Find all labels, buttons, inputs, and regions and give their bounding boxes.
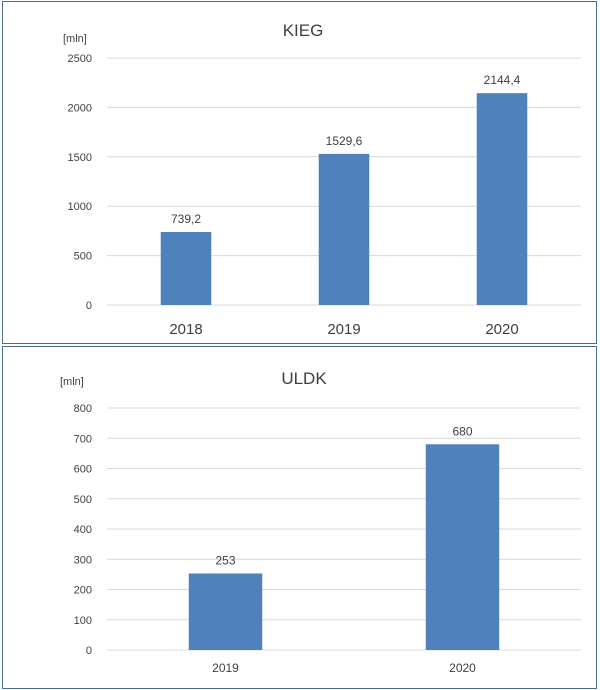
bar-2019 [318, 153, 370, 305]
y-tick-label: 300 [74, 554, 92, 566]
chart-uldk-svg: ULDK [mln] 0 100 200 300 400 500 600 700 800 253 2… [60, 369, 581, 675]
y-axis-label: [mln] [63, 33, 87, 45]
x-tick-label: 2019 [212, 661, 239, 675]
data-label: 680 [452, 424, 472, 438]
y-tick-label: 2500 [68, 53, 92, 65]
y-tick-label: 400 [74, 524, 92, 536]
y-tick-label: 2000 [68, 102, 92, 114]
data-label: 253 [215, 553, 235, 567]
data-label: 739,2 [171, 212, 201, 226]
bar-2020 [476, 93, 528, 306]
data-label: 2144,4 [484, 73, 521, 87]
y-tick-label: 800 [74, 403, 92, 415]
y-tick-label: 0 [86, 300, 92, 312]
y-axis-label: [mln] [60, 376, 84, 388]
chart-kieg: KIEG [mln] 0 500 1000 1500 2000 2500 739,2 2018… [2, 1, 597, 344]
bar-2020 [425, 444, 500, 650]
y-tick-label: 600 [74, 464, 92, 476]
x-tick-label: 2020 [485, 321, 518, 338]
chart-title: ULDK [281, 369, 327, 388]
y-tick-label: 200 [74, 585, 92, 597]
x-tick-label: 2020 [449, 661, 476, 675]
chart-kieg-svg: KIEG [mln] 0 500 1000 1500 2000 2500 739,2 2018… [63, 21, 581, 338]
y-tick-label: 500 [74, 494, 92, 506]
y-tick-label: 500 [74, 251, 92, 263]
data-label: 1529,6 [326, 134, 363, 148]
chart-title: KIEG [283, 21, 324, 40]
bar-2019 [188, 573, 263, 650]
bar-2018 [160, 231, 212, 305]
y-tick-label: 100 [74, 615, 92, 627]
chart-uldk: ULDK [mln] 0 100 200 300 400 500 600 700 800 253 2… [2, 346, 597, 689]
x-tick-label: 2019 [327, 321, 360, 338]
y-tick-label: 700 [74, 433, 92, 445]
y-tick-label: 0 [86, 645, 92, 657]
y-tick-label: 1000 [68, 201, 92, 213]
y-tick-label: 1500 [68, 152, 92, 164]
x-tick-label: 2018 [169, 321, 202, 338]
